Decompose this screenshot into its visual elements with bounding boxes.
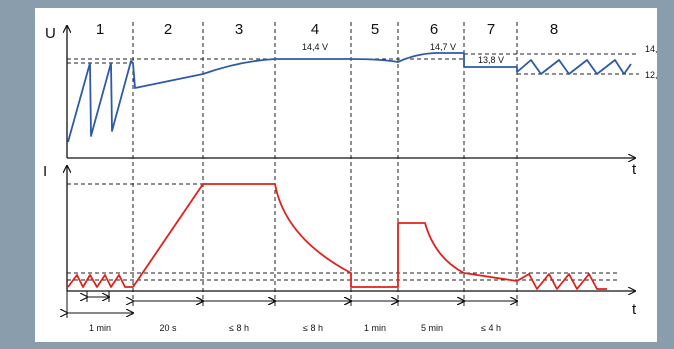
duration-label: 1 min: [89, 323, 111, 333]
phase-separators: [132, 22, 518, 308]
voltage-label-14-4: 14,4 V: [302, 42, 328, 52]
phase-label: 3: [235, 21, 243, 38]
duration-label: ≤ 8 h: [229, 323, 249, 333]
voltage-label-12-8-right: 12,8 V: [645, 70, 657, 80]
duration-labels: 1 min 20 s ≤ 8 h ≤ 8 h 1 min 5 min ≤ 4 h: [89, 323, 501, 333]
phase-numbers: 1 2 3 4 5 6 7 8: [96, 21, 558, 38]
charging-diagram: U t I t 1 2 3 4 5 6 7 8 14,4 V 14,7 V 13…: [43, 21, 657, 333]
phase-label: 4: [311, 21, 319, 38]
duration-label: 20 s: [159, 323, 177, 333]
phase-label: 1: [96, 21, 104, 38]
phase-label: 5: [371, 21, 379, 38]
duration-label: 5 min: [421, 323, 443, 333]
phase-label: 8: [550, 21, 558, 38]
duration-label: ≤ 4 h: [481, 323, 501, 333]
top-x-axis-label: t: [632, 161, 637, 178]
voltage-label-14-7-right: 14,7 V: [645, 44, 657, 54]
phase-label: 2: [164, 21, 172, 38]
voltage-label-14-7-phase6: 14,7 V: [430, 42, 456, 52]
phase-label: 6: [430, 21, 438, 38]
phase-label: 7: [487, 21, 495, 38]
duration-label: ≤ 8 h: [303, 323, 323, 333]
bottom-x-axis-label: t: [632, 301, 637, 318]
current-curve: [67, 183, 607, 290]
voltage-label-13-8: 13,8 V: [478, 55, 504, 65]
current-reference-lines: [67, 183, 619, 281]
top-y-axis-label: U: [45, 25, 56, 42]
duration-arrows: [67, 291, 517, 318]
diagram-panel: U t I t 1 2 3 4 5 6 7 8 14,4 V 14,7 V 13…: [35, 8, 657, 342]
duration-label: 1 min: [364, 323, 386, 333]
voltage-curve: [67, 52, 632, 143]
bottom-y-axis-label: I: [43, 163, 47, 180]
